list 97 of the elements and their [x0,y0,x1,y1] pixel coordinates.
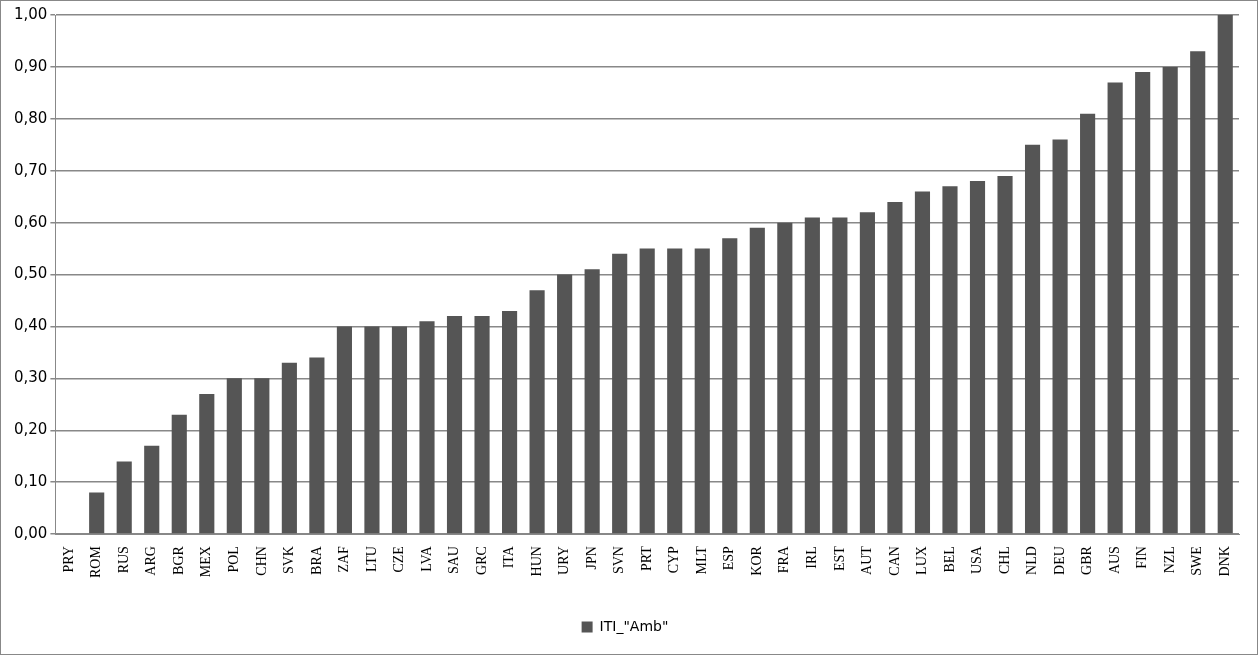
x-tick-label: HUN [528,546,544,577]
y-tick-label: 0,40 [13,316,48,335]
bar [694,248,710,534]
x-tick-label: NZL [1161,546,1177,574]
bar [997,175,1013,534]
bar [226,378,242,534]
bar [446,316,463,534]
y-tick-label: 0,50 [13,264,48,283]
x-tick-label: USA [969,545,985,575]
x-tick-label: FIN [1134,546,1150,569]
x-tick-label: MEX [198,546,214,578]
x-tick-label: EST [831,545,847,571]
x-tick-label: AUT [859,545,875,575]
bar [969,181,986,534]
bar [914,191,931,534]
y-tick-label: 0,60 [13,212,48,231]
x-tick-label: CHL [996,546,1012,575]
x-tick-label: POL [225,546,241,573]
bar [144,445,160,534]
x-tick-label: CZE [391,546,407,573]
x-tick-label: SVN [611,546,627,575]
bar [639,248,655,534]
bar [502,310,518,534]
x-tick-label: JPN [583,546,599,570]
bar [474,316,490,534]
bar [584,269,600,534]
bar [364,326,380,534]
x-tick-label: GBR [1079,545,1095,575]
x-tick-label: RUS [115,546,131,574]
bar [281,362,297,534]
bar [1080,113,1096,534]
x-tick-label: SAU [446,546,462,575]
x-tick-label: SVK [281,546,297,575]
bar [777,222,793,534]
x-tick-label: LUX [914,546,930,575]
bar [254,378,270,534]
x-tick-label: NLD [1024,546,1040,575]
bar [832,217,848,534]
y-tick-label: 0,30 [13,368,48,387]
bar [804,217,820,534]
bar [1217,15,1233,534]
bar [1135,72,1151,534]
x-tick-label: LTU [363,546,379,573]
x-tick-label: MLT [693,545,709,575]
bar [667,248,683,534]
bar [199,393,215,534]
bar [887,201,903,534]
x-tick-label: PRT [638,545,654,571]
x-tick-label: GRC [473,546,489,575]
x-tick-label: IRL [804,546,820,569]
bar [722,238,738,534]
y-tick-label: 0,20 [13,420,48,439]
y-tick-label: 0,00 [13,523,48,542]
x-tick-label: KOR [748,545,764,576]
bar [391,326,408,534]
y-tick-label: 1,00 [13,4,48,23]
x-tick-label: ARG [143,546,159,576]
bar [419,321,435,534]
x-tick-label: ZAF [336,545,352,573]
bar [116,461,132,534]
bar [557,274,573,534]
bar [529,290,545,534]
x-tick-label: PRY [60,546,76,573]
x-tick-label: BRA [308,545,324,575]
x-tick-label: DNK [1216,546,1232,577]
x-tick-label: URY [556,546,572,575]
bar [171,414,187,534]
bar [859,212,875,534]
bar [612,253,628,534]
x-tick-label: ROM [88,545,104,579]
bar [1024,144,1041,534]
bar [1052,139,1068,534]
x-tick-label: CHN [253,546,269,576]
x-tick-label: CYP [666,545,682,574]
bar [1162,66,1178,534]
y-tick-label: 0,10 [13,472,48,491]
x-tick-label: LVA [418,545,434,572]
bar [89,492,105,534]
x-tick-label: AUS [1106,546,1122,575]
x-tick-label: ITA [501,545,517,569]
x-tick-label: SWE [1189,546,1205,576]
x-tick-label: ESP [721,545,737,571]
bar [336,326,352,534]
y-tick-label: 0,70 [13,160,48,179]
y-tick-label: 0,90 [13,56,48,75]
y-tick-label: 0,80 [13,108,48,127]
bar [749,227,765,534]
x-tick-label: BGR [170,545,186,575]
bar [1190,51,1206,534]
x-tick-label: BEL [941,546,957,573]
bar [942,186,958,534]
x-tick-label: FRA [776,545,792,574]
legend-label: ITI_"Amb" [599,617,669,634]
bar [309,357,325,534]
x-tick-label: CAN [886,546,902,576]
bar [1107,82,1123,534]
x-tick-label: DEU [1051,546,1067,575]
